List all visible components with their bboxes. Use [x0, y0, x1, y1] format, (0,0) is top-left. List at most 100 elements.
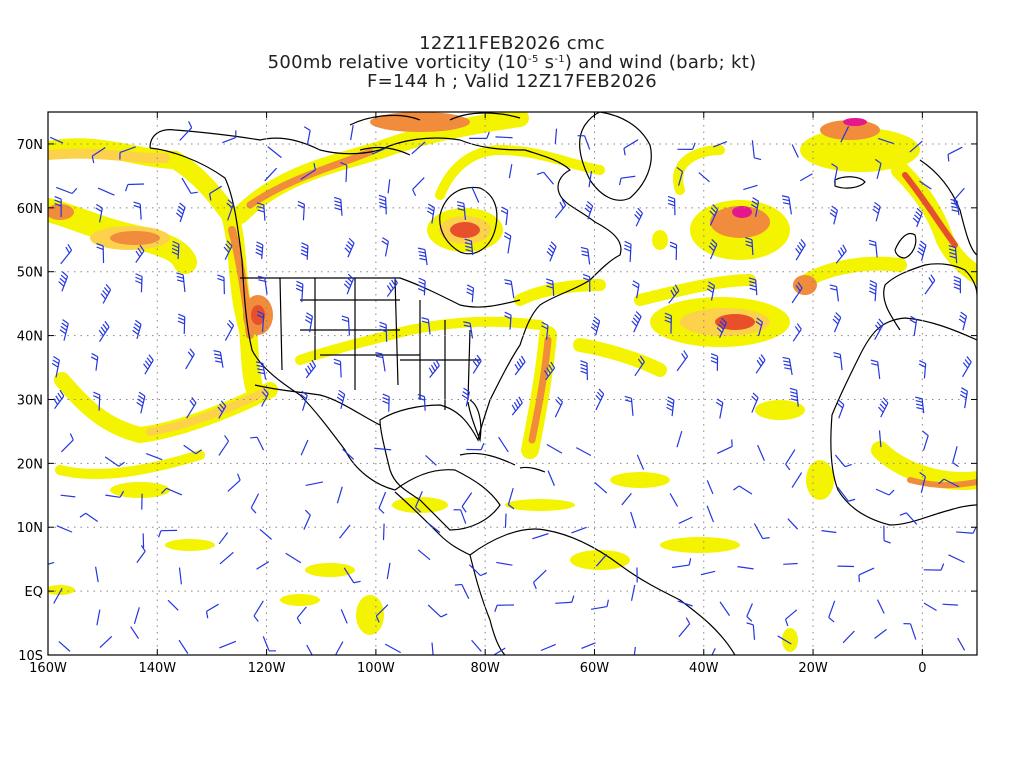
wind-barb: [411, 141, 426, 155]
wind-barb: [469, 131, 490, 139]
wind-barb: [295, 280, 304, 303]
wind-barb: [837, 486, 856, 502]
lat-lon-grid: [48, 112, 977, 655]
wind-barb: [426, 522, 441, 533]
wind-barb: [595, 553, 608, 567]
wind-barb: [953, 275, 962, 294]
wind-barb: [183, 444, 202, 455]
wind-barb: [339, 524, 351, 539]
wind-barb: [471, 186, 480, 203]
wind-barb: [253, 600, 264, 622]
wind-barb: [672, 558, 692, 569]
vorticity-band: [871, 441, 977, 490]
wind-barb: [678, 516, 693, 524]
wind-barb: [96, 243, 105, 264]
wind-barb: [60, 243, 73, 265]
wind-barb: [105, 490, 125, 498]
vorticity-patch: [48, 585, 75, 595]
wind-barb: [791, 472, 803, 488]
lon-tick-label: 100W: [357, 661, 395, 676]
wind-barb: [755, 354, 766, 374]
vorticity-band: [435, 144, 605, 200]
title-line-1: 12Z11FEB2026 cmc: [419, 33, 605, 54]
wind-barb: [421, 317, 431, 335]
vorticity-patch: [782, 628, 798, 652]
vorticity-core: [48, 204, 74, 220]
wind-barb: [464, 238, 474, 256]
wind-barb: [303, 509, 311, 530]
wind-barb: [256, 310, 265, 332]
wind-barb: [56, 186, 78, 195]
wind-barb: [95, 566, 99, 583]
wind-barb: [795, 238, 806, 261]
wind-barb: [145, 453, 163, 461]
wind-barb: [909, 315, 918, 336]
wind-barb: [175, 202, 186, 223]
wind-barb: [97, 187, 115, 196]
wind-barb: [51, 356, 60, 378]
wind-barb: [868, 280, 877, 302]
chart-title: 12Z11FEB2026 cmc 500mb relative vorticit…: [0, 34, 1024, 91]
wind-barb: [948, 245, 958, 264]
vorticity-band: [573, 338, 667, 377]
wind-barb: [676, 350, 689, 372]
wind-barb: [919, 180, 932, 190]
wind-barb: [223, 240, 233, 260]
wind-barb: [874, 158, 882, 180]
vorticity-band: [902, 172, 958, 248]
wind-barb: [677, 600, 693, 607]
us-canada-border: [240, 277, 521, 308]
lat-tick-label: 30N: [17, 393, 43, 408]
lon-tick-label: 0: [918, 661, 926, 676]
wind-barb: [466, 284, 475, 303]
wind-barb: [676, 166, 684, 186]
wind-barb: [746, 622, 756, 640]
wind-barb: [899, 512, 918, 525]
wind-barb: [340, 609, 348, 624]
wind-barb: [532, 533, 549, 540]
wind-barb: [952, 446, 959, 468]
wind-barb: [555, 595, 575, 604]
wind-barb: [58, 271, 69, 292]
wind-barb: [595, 388, 605, 411]
wind-barb: [90, 352, 99, 371]
wind-barb: [829, 205, 838, 225]
wind-barb: [669, 493, 679, 507]
wind-barb: [876, 599, 885, 614]
vorticity-band: [634, 274, 756, 306]
wind-barb: [219, 551, 234, 565]
wind-barb: [386, 276, 398, 297]
wind-barb: [300, 162, 317, 180]
wind-barb: [494, 604, 514, 613]
wind-barb: [618, 175, 636, 186]
wind-barb: [874, 318, 884, 340]
lon-tick-label: 60W: [580, 661, 610, 676]
wind-barb: [959, 387, 968, 409]
vorticity-patch: [660, 537, 740, 553]
wind-barb: [185, 348, 195, 370]
wind-barb: [576, 447, 592, 457]
lat-tick-label: 70N: [17, 138, 43, 153]
lat-tick-label: 10N: [17, 521, 43, 536]
wind-barb: [92, 391, 101, 411]
wind-barb: [492, 647, 506, 655]
lat-tick-label: 40N: [17, 330, 43, 345]
wind-barb: [218, 532, 229, 545]
vorticity-patch: [505, 499, 575, 511]
lon-tick-label: 140W: [138, 661, 176, 676]
us-state-lines: [279, 277, 480, 410]
wind-barb: [511, 396, 523, 416]
wind-barb: [581, 642, 596, 650]
wind-barb: [461, 387, 470, 407]
wind-barb: [781, 195, 793, 215]
wind-barb: [750, 197, 760, 217]
wind-barb: [375, 352, 386, 372]
scandinavia-coast: [919, 159, 977, 256]
wind-barb: [532, 569, 547, 590]
wind-barb: [669, 241, 678, 261]
wind-barb: [136, 391, 146, 414]
wind-barb: [371, 147, 387, 155]
wind-barb: [386, 562, 391, 580]
wind-barb: [504, 311, 512, 330]
vorticity-band: [907, 477, 977, 489]
